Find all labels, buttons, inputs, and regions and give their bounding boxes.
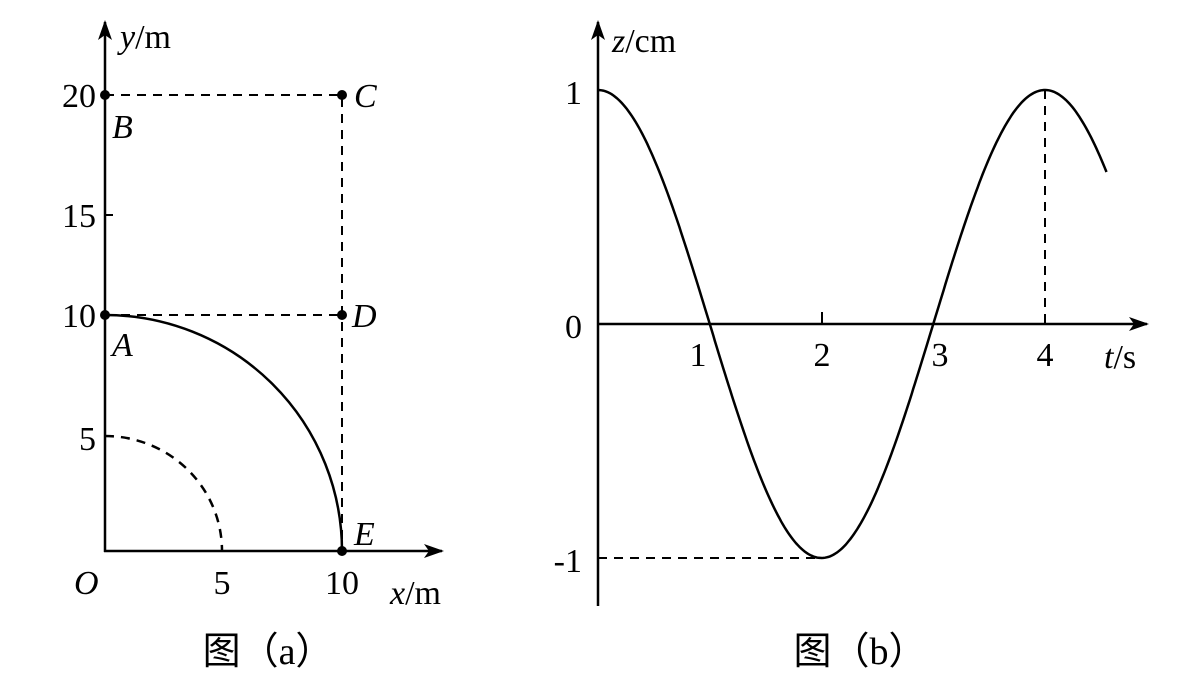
point-a xyxy=(100,310,110,320)
x-tick-label-10: 10 xyxy=(325,565,359,602)
caption-b: 图（b） xyxy=(793,631,926,673)
z-tick-label-1: 1 xyxy=(565,75,582,112)
caption-a: 图（a） xyxy=(203,631,334,673)
dashed-bc xyxy=(105,94,343,551)
label-b: B xyxy=(112,109,133,146)
y-tick-label-5: 5 xyxy=(79,421,96,458)
y-axis-label-a: y/m xyxy=(117,19,171,56)
y-tick-label-15: 15 xyxy=(62,198,96,235)
figure-b: z/cm t/s 1 0 -1 1 2 3 4 图（b） xyxy=(554,20,1149,673)
label-c: C xyxy=(354,78,377,115)
figure-a: y/m x/m 20 15 10 5 5 10 O B C A D E 图（a） xyxy=(62,19,444,673)
point-d xyxy=(337,310,347,320)
point-b xyxy=(100,90,110,100)
z-tick-label-0: 0 xyxy=(565,309,582,346)
t-tick-label-1: 1 xyxy=(690,337,707,374)
t-tick-label-2: 2 xyxy=(814,337,831,374)
y-tick-label-10: 10 xyxy=(62,298,96,335)
origin-label: O xyxy=(74,565,99,602)
point-e xyxy=(337,546,347,556)
label-a: A xyxy=(110,327,133,364)
z-tick-label-neg1: -1 xyxy=(554,543,582,580)
dashed-quarter-circle xyxy=(104,434,224,552)
x-axis-label-a: x/m xyxy=(389,575,441,612)
t-axis-label-b: t/s xyxy=(1104,339,1136,376)
cosine-curve xyxy=(597,88,1108,560)
x-tick-label-5: 5 xyxy=(214,565,231,602)
t-tick-label-4: 4 xyxy=(1037,337,1054,374)
label-d: D xyxy=(351,298,377,335)
t-tick-label-3: 3 xyxy=(932,337,949,374)
point-c xyxy=(337,90,347,100)
solid-quarter-circle xyxy=(104,313,344,552)
z-axis-label-b: z/cm xyxy=(611,23,676,60)
label-e: E xyxy=(353,516,375,553)
y-tick-label-20: 20 xyxy=(62,78,96,115)
